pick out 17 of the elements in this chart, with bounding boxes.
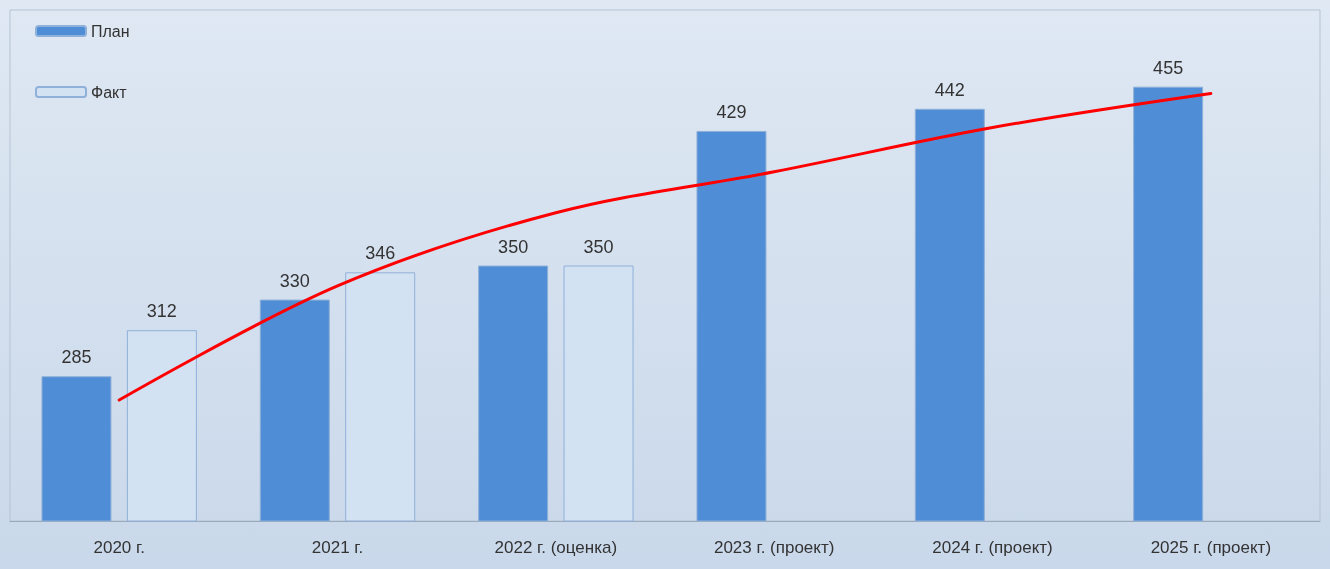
x-tick-label: 2021 г.: [311, 538, 364, 557]
x-tick-label: 2024 г. (проект): [932, 538, 1053, 557]
data-label: 442: [934, 79, 965, 100]
data-label: 350: [583, 236, 614, 257]
x-tick-label: 2022 г. (оценка): [494, 538, 618, 557]
x-tick-label: 2020 г.: [93, 538, 145, 557]
legend-label: Факт: [91, 83, 128, 101]
data-label: 350: [498, 236, 529, 257]
data-label: 429: [716, 101, 747, 122]
x-tick-label: 2025 г. (проект): [1150, 538, 1272, 557]
data-label: 312: [146, 301, 177, 322]
data-label: 346: [365, 243, 396, 264]
legend-label: План: [91, 22, 130, 40]
data-label: 455: [1153, 57, 1184, 78]
x-tick-label: 2023 г. (проект): [713, 538, 835, 557]
data-label: 285: [61, 347, 92, 368]
data-label: 330: [279, 270, 310, 291]
